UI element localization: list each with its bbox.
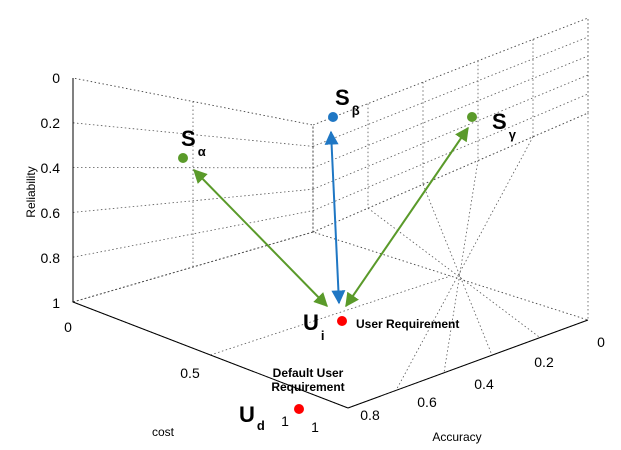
point-u-d xyxy=(294,404,304,414)
annotation-default-user-requirement-line1: Default User xyxy=(273,366,344,380)
accuracy-tick: 0.8 xyxy=(360,407,380,423)
arrows xyxy=(193,126,469,308)
arrow-u-i-to-s-gamma xyxy=(345,126,469,308)
reliability-tick: 0.2 xyxy=(41,115,61,131)
cost-tick: 0 xyxy=(64,319,72,335)
reliability-axis-label: Reliability xyxy=(24,166,38,217)
reliability-tick: 0.8 xyxy=(41,250,61,266)
accuracy-tick: 0.6 xyxy=(417,394,437,410)
reliability-tick: 0 xyxy=(52,70,60,86)
point-s-alpha xyxy=(178,153,188,163)
cost-axis-label: cost xyxy=(152,425,175,439)
accuracy-axis-label: Accuracy xyxy=(432,430,481,444)
label-s-beta: Sβ xyxy=(335,85,360,118)
accuracy-tick: 0.2 xyxy=(534,354,554,370)
grid-line-accuracy-floor xyxy=(395,136,534,391)
cost-ticks: 0 0.5 1 xyxy=(64,319,289,429)
reliability-ticks: 0 0.2 0.4 0.6 0.8 1 xyxy=(41,70,61,311)
annotation-user-requirement: User Requirement xyxy=(356,317,459,331)
annotation-default-user-requirement-line2: Requirement xyxy=(271,380,344,394)
accuracy-axis-line xyxy=(347,319,589,409)
accuracy-ticks: 0 0.2 0.4 0.6 0.8 1 xyxy=(311,334,605,435)
grid-line-reliability-left xyxy=(72,210,314,258)
arrow-u-i-to-s-alpha xyxy=(193,168,328,308)
accuracy-tick: 0 xyxy=(597,334,605,350)
grid-lines xyxy=(72,36,589,391)
cost-tick: 1 xyxy=(281,413,289,429)
reliability-tick: 1 xyxy=(52,295,60,311)
point-u-i xyxy=(337,316,347,326)
reliability-tick: 0.4 xyxy=(41,160,61,176)
grid-line-reliability-back xyxy=(312,74,589,190)
accuracy-tick: 0.4 xyxy=(474,376,494,392)
grid-line-reliability-left xyxy=(72,188,314,213)
points xyxy=(178,112,477,414)
axis-frame xyxy=(72,78,589,409)
reliability-tick: 0.6 xyxy=(41,205,61,221)
grid-back-wall xyxy=(312,17,589,233)
cost-tick: 0.5 xyxy=(180,365,200,381)
grid-line-accuracy-floor xyxy=(443,160,479,373)
label-s-alpha: Sα xyxy=(181,126,206,159)
grid-line-cost-floor xyxy=(210,275,451,356)
point-s-gamma xyxy=(467,112,477,122)
label-u-i: Ui xyxy=(303,310,325,343)
arrow-u-i-to-s-beta xyxy=(324,130,346,305)
point-s-beta xyxy=(328,112,338,122)
cost-axis-line xyxy=(72,301,349,409)
label-s-gamma: Sγ xyxy=(492,109,517,142)
accuracy-tick: 1 xyxy=(311,419,319,435)
